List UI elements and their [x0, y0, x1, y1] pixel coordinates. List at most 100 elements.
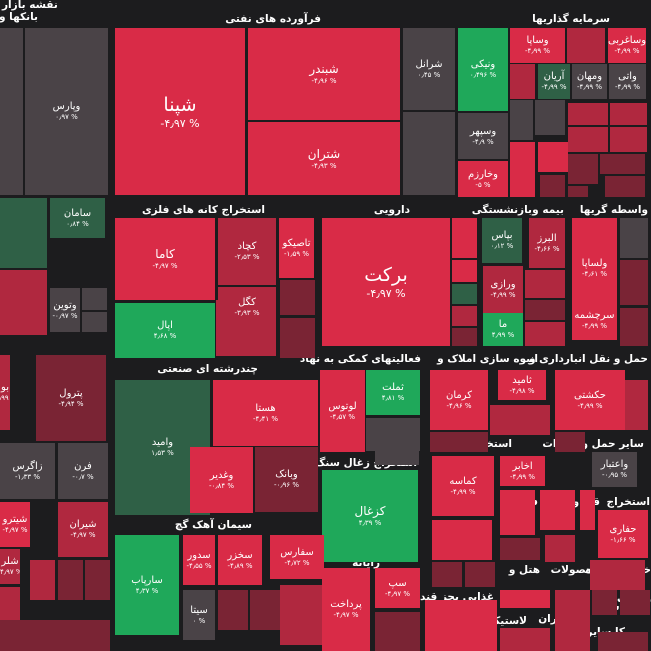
filler-tile[interactable] [430, 432, 488, 452]
filler-tile[interactable] [432, 562, 462, 587]
filler-tile[interactable] [568, 186, 588, 197]
filler-tile[interactable] [525, 322, 565, 346]
stock-tile[interactable]: ونیکی ۰٫۴۹۶ % [458, 28, 508, 111]
stock-tile[interactable]: واتی -۴٫۹۹ % [609, 64, 646, 99]
stock-tile[interactable]: سارپاب ۴٫۳۷ % [115, 535, 179, 635]
filler-tile[interactable] [500, 628, 550, 651]
stock-tile[interactable]: وبانک -۰٫۹۶ % [255, 447, 318, 512]
filler-tile[interactable] [452, 218, 477, 258]
filler-tile[interactable] [85, 560, 110, 600]
stock-tile[interactable]: بو-۴٫۹۹ % [0, 355, 10, 430]
stock-tile[interactable]: حکشتی -۴٫۹۹ % [555, 370, 625, 430]
filler-tile[interactable] [465, 562, 495, 587]
filler-tile[interactable] [375, 612, 420, 651]
stock-tile[interactable]: زاگرس -۱٫۳۳ % [0, 443, 55, 499]
filler-tile[interactable] [366, 418, 420, 451]
stock-tile[interactable]: ما ۴٫۹۹ % [483, 313, 523, 346]
stock-tile[interactable]: وتوین -۰٫۹۷ % [50, 288, 80, 332]
filler-tile[interactable] [620, 260, 648, 305]
filler-tile[interactable] [452, 260, 477, 282]
stock-tile[interactable]: سپ -۴٫۹۷ % [375, 568, 420, 608]
stock-tile[interactable]: بپاس ۰٫۱۲ % [482, 218, 522, 263]
stock-tile[interactable]: ورازی -۴٫۹۹ % [483, 266, 523, 313]
filler-tile[interactable] [280, 280, 315, 315]
filler-tile[interactable] [280, 585, 324, 645]
stock-tile[interactable]: سامان ۰٫۸۴ % [50, 198, 105, 238]
filler-tile[interactable] [540, 490, 575, 530]
filler-tile[interactable] [525, 300, 565, 320]
filler-tile[interactable] [500, 538, 540, 560]
filler-tile[interactable] [538, 142, 568, 172]
stock-tile[interactable]: وپارس ۰٫۹۷ % [25, 28, 108, 195]
stock-tile[interactable]: اپال ۴٫۶۸ % [115, 303, 215, 358]
filler-tile[interactable] [82, 288, 107, 310]
stock-tile[interactable]: واعتبار -۰٫۹۵ % [592, 452, 637, 487]
stock-tile[interactable]: شلر-۴٫۹۷ % [0, 549, 20, 584]
stock-tile[interactable]: سفارس -۴٫۷۲ % [270, 535, 324, 579]
stock-tile[interactable]: البرز -۴٫۶۶ % [529, 218, 565, 268]
stock-tile[interactable]: کزغال ۴٫۳۹ % [322, 470, 418, 562]
filler-tile[interactable] [590, 560, 645, 590]
filler-tile[interactable] [510, 142, 535, 197]
stock-tile[interactable]: حفاری -۱٫۶۶ % [598, 510, 648, 558]
filler-tile[interactable] [500, 490, 535, 535]
stock-tile[interactable]: اخابر -۴٫۹۹ % [500, 456, 545, 486]
filler-tile[interactable] [545, 535, 575, 562]
stock-tile[interactable]: کماسه -۴٫۹۹ % [432, 456, 494, 516]
stock-tile[interactable]: وساپا -۴٫۹۹ % [510, 28, 565, 63]
stock-tile[interactable]: وغدیر -۰٫۸۴ % [190, 447, 253, 513]
filler-tile[interactable] [452, 306, 477, 326]
filler-tile[interactable] [0, 620, 110, 651]
stock-tile[interactable]: تاصیکو -۱٫۵۹ % [279, 218, 314, 278]
filler-tile[interactable] [610, 103, 647, 125]
filler-tile[interactable] [535, 100, 565, 135]
stock-tile[interactable]: سخزر -۴٫۸۹ % [218, 535, 262, 585]
filler-tile[interactable] [30, 560, 55, 600]
stock-tile[interactable]: کگل -۳٫۹۳ % [218, 287, 276, 327]
filler-tile[interactable] [592, 590, 617, 615]
filler-tile[interactable] [500, 590, 550, 608]
stock-tile[interactable]: لوتوس -۴٫۵۷ % [320, 370, 365, 452]
stock-tile[interactable]: شیترو -۴٫۹۷ % [0, 502, 30, 547]
filler-tile[interactable] [403, 112, 455, 195]
stock-tile[interactable]: کاما -۴٫۹۷ % [115, 218, 215, 300]
stock-tile[interactable]: شپنا -۴٫۹۷ % [115, 28, 245, 195]
filler-tile[interactable] [620, 218, 648, 258]
filler-tile[interactable] [452, 284, 477, 304]
filler-tile[interactable] [598, 632, 648, 651]
filler-tile[interactable] [605, 176, 645, 197]
stock-tile[interactable]: شیران -۴٫۹۷ % [58, 502, 108, 557]
filler-tile[interactable] [432, 520, 492, 560]
stock-tile[interactable]: پترول -۴٫۹۴ % [36, 355, 106, 441]
filler-tile[interactable] [58, 560, 83, 600]
stock-tile[interactable]: ثامید -۴٫۹۸ % [498, 370, 546, 400]
stock-tile[interactable]: آریان -۴٫۹۹ % [538, 64, 570, 99]
filler-tile[interactable] [555, 432, 585, 452]
stock-tile[interactable]: وخارزم -۵ % [458, 161, 508, 197]
stock-tile[interactable]: ثملت ۴٫۸۱ % [366, 370, 420, 415]
stock-tile[interactable]: کچاد -۲٫۵۳ % [218, 218, 276, 285]
stock-tile[interactable]: شرانل ۰٫۴۵ % [403, 28, 455, 110]
filler-tile[interactable] [452, 328, 477, 346]
filler-tile[interactable] [280, 318, 315, 358]
filler-tile[interactable] [510, 100, 533, 140]
filler-tile[interactable] [0, 28, 23, 195]
stock-tile[interactable]: سرچشمه -۴٫۹۹ % [572, 300, 617, 340]
stock-tile[interactable]: شبندر -۴٫۹۶ % [248, 28, 400, 120]
stock-tile[interactable]: پرداخت -۴٫۹۷ % [322, 568, 370, 651]
stock-tile[interactable]: ومهان -۴٫۹۹ % [572, 64, 607, 99]
filler-tile[interactable] [525, 270, 565, 298]
stock-tile[interactable]: هستا -۴٫۴۱ % [213, 380, 318, 446]
filler-tile[interactable] [555, 590, 590, 651]
filler-tile[interactable] [490, 405, 550, 435]
filler-tile[interactable] [82, 312, 107, 332]
filler-tile[interactable] [568, 154, 598, 184]
stock-tile[interactable]: شتران -۴٫۹۳ % [248, 122, 400, 195]
stock-tile[interactable]: برکت -۴٫۹۷ % [322, 218, 450, 346]
filler-tile[interactable] [610, 127, 647, 152]
stock-tile[interactable]: سیتا ۰ % [183, 590, 215, 640]
filler-tile[interactable] [620, 308, 648, 346]
filler-tile[interactable] [540, 175, 565, 197]
filler-tile[interactable] [375, 450, 419, 465]
filler-tile[interactable] [580, 490, 595, 530]
